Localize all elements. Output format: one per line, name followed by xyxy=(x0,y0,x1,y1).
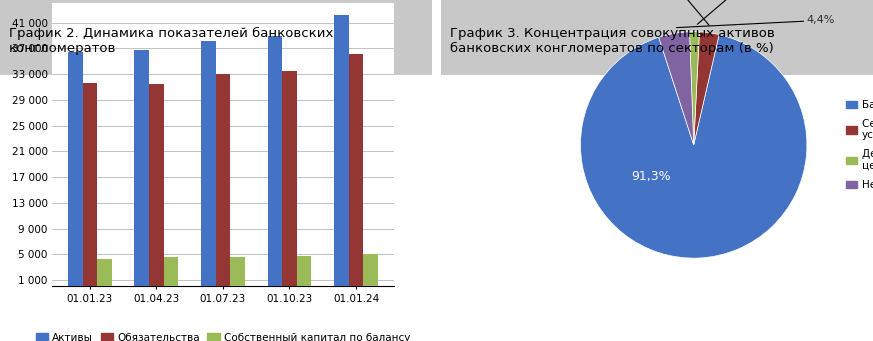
Text: График 2. Динамика показателей банковских
конгломератов: График 2. Динамика показателей банковски… xyxy=(9,27,333,55)
Bar xyxy=(216,74,230,286)
Text: 91,3%: 91,3% xyxy=(631,170,670,183)
Bar xyxy=(83,83,97,286)
Bar xyxy=(68,51,83,286)
Bar xyxy=(201,41,216,286)
Bar xyxy=(282,71,297,286)
Text: График 3. Концентрация совокупных активов
банковских конгломератов по секторам (: График 3. Концентрация совокупных активо… xyxy=(450,27,774,55)
Wedge shape xyxy=(581,34,807,258)
Bar xyxy=(334,15,348,286)
Bar xyxy=(363,254,378,286)
Bar xyxy=(267,35,282,286)
Bar xyxy=(297,256,312,286)
Bar xyxy=(149,84,164,286)
Bar xyxy=(230,257,245,286)
Wedge shape xyxy=(659,32,694,145)
Legend: Активы, Обязательства, Собственный капитал по балансу: Активы, Обязательства, Собственный капит… xyxy=(31,328,415,341)
Bar xyxy=(348,54,363,286)
Wedge shape xyxy=(694,32,719,145)
Text: 2,8%: 2,8% xyxy=(655,0,709,25)
Bar xyxy=(164,257,178,286)
Text: 1,4%: 1,4% xyxy=(698,0,776,24)
Text: 4,4%: 4,4% xyxy=(677,15,835,28)
Bar xyxy=(97,259,112,286)
Wedge shape xyxy=(690,32,699,145)
Bar xyxy=(134,50,149,286)
Legend: Банковский сектор, Сектор страховых
услуг, Деятельность на рынке
ценных бумаг, Н: Банковский сектор, Сектор страховых услу… xyxy=(846,100,873,190)
